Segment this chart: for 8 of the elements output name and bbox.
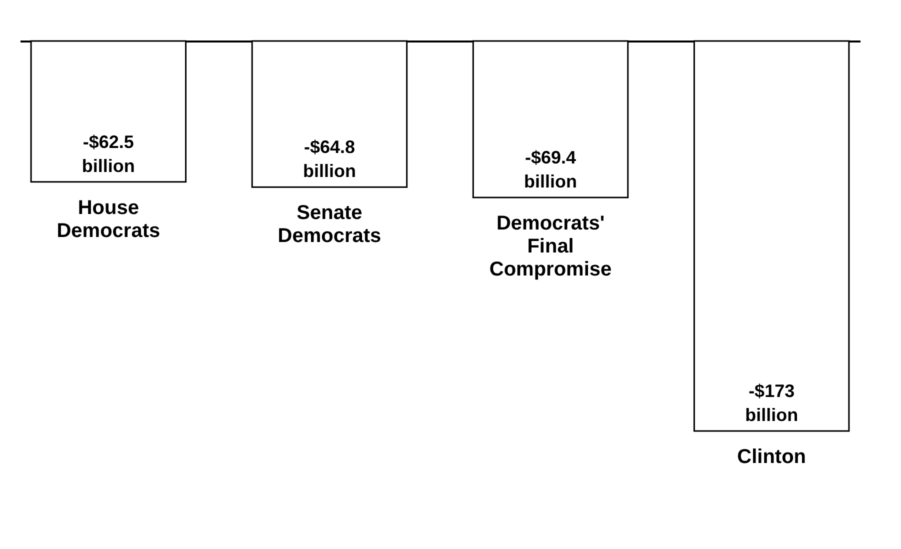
x-tick-label: House Democrats — [56, 196, 160, 242]
data-label: -$69.4 billion — [524, 147, 578, 192]
x-tick-label: Democrats' Final Compromise — [489, 212, 612, 280]
data-label: -$64.8 billion — [302, 137, 356, 182]
x-tick-label: Senate Democrats — [278, 202, 382, 248]
data-label: -$173 billion — [745, 381, 798, 425]
x-tick-label: Clinton — [737, 446, 806, 468]
data-label: -$62.5 billion — [82, 132, 135, 176]
